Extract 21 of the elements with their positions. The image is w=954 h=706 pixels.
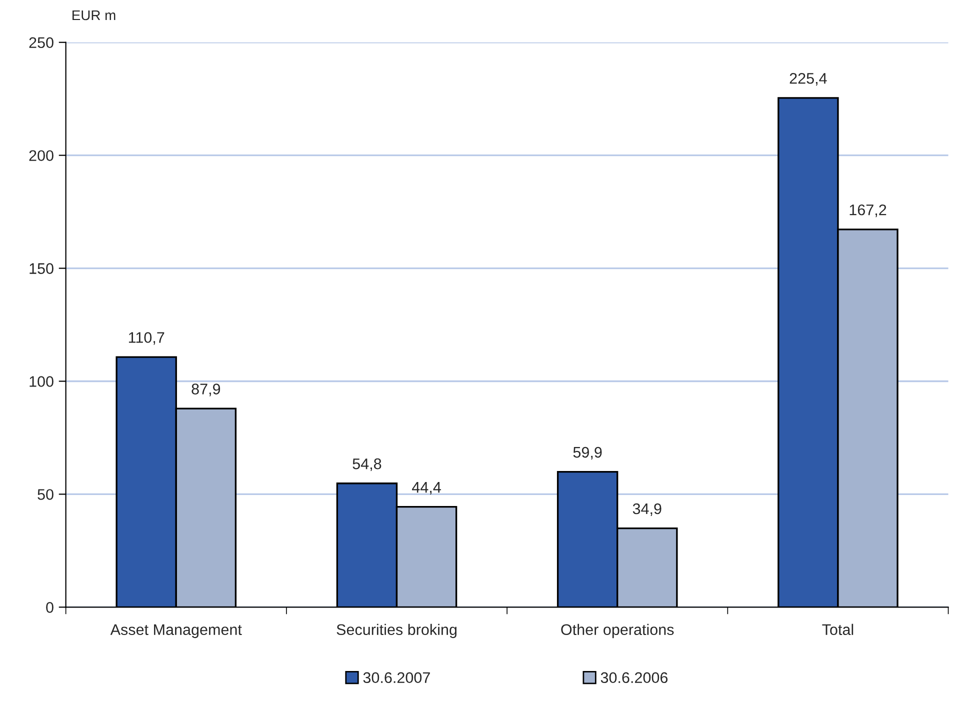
y-tick-label: 100: [30, 376, 54, 387]
y-tick-label: 0: [46, 602, 54, 613]
y-tick-label: 200: [29, 150, 54, 162]
data-label: 34,9: [632, 503, 662, 516]
y-tick-label: 250: [29, 37, 54, 48]
legend-label: 30.6.2007: [363, 672, 430, 684]
legend-label: 30.6.2006: [600, 672, 668, 684]
y-axis-title: EUR m: [72, 10, 116, 20]
data-label: 167,2: [850, 204, 886, 218]
data-label: 44,4: [412, 482, 441, 495]
data-label: 59,9: [573, 446, 602, 460]
data-label: 110,7: [128, 332, 164, 345]
x-tick-label: Asset Management: [110, 624, 242, 638]
data-label: 225,4: [790, 72, 827, 86]
data-label: 54,8: [352, 458, 382, 472]
x-tick-label: Other operations: [561, 624, 674, 638]
y-tick-label: 50: [38, 489, 54, 500]
y-tick-label: 150: [30, 263, 54, 274]
x-tick-label: Securities broking: [336, 624, 456, 638]
x-tick-label: Total: [822, 624, 854, 636]
data-label: 87,9: [192, 384, 220, 396]
